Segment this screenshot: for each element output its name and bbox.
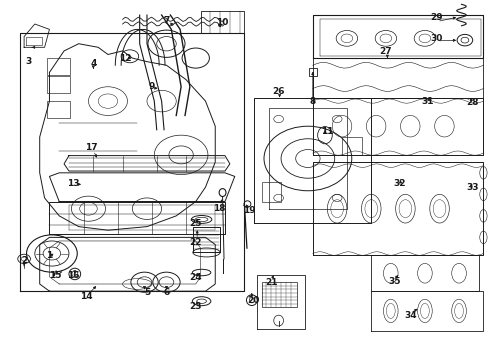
Bar	[261, 182, 281, 202]
Text: 18: 18	[212, 204, 225, 213]
Text: 5: 5	[143, 288, 150, 297]
Bar	[309, 68, 316, 76]
Text: 30: 30	[429, 34, 442, 43]
Text: 12: 12	[119, 54, 131, 63]
Text: 34: 34	[403, 311, 416, 320]
Text: 23: 23	[189, 302, 202, 311]
Bar	[341, 137, 361, 155]
Text: 11: 11	[321, 127, 333, 136]
Text: 7: 7	[163, 16, 169, 25]
Text: 27: 27	[379, 47, 391, 56]
Text: 6: 6	[163, 288, 169, 297]
Text: 14: 14	[80, 292, 92, 301]
Bar	[261, 282, 296, 307]
Text: 26: 26	[272, 86, 285, 95]
Text: 31: 31	[420, 96, 433, 105]
Text: 8: 8	[309, 96, 315, 105]
Text: 25: 25	[189, 219, 202, 228]
Text: 20: 20	[246, 296, 259, 305]
Text: 15: 15	[49, 270, 61, 279]
Text: 21: 21	[265, 278, 278, 287]
Text: 24: 24	[189, 273, 202, 282]
Text: 3: 3	[26, 57, 32, 66]
Text: 9: 9	[148, 82, 155, 91]
Text: 16: 16	[66, 270, 79, 279]
Text: 28: 28	[466, 98, 478, 107]
Text: 32: 32	[392, 179, 405, 188]
Text: 13: 13	[66, 179, 79, 188]
Text: 33: 33	[466, 183, 478, 192]
Text: 10: 10	[216, 18, 228, 27]
Text: 22: 22	[189, 238, 202, 247]
Text: 19: 19	[243, 206, 255, 215]
Text: 2: 2	[21, 256, 27, 265]
Bar	[47, 76, 70, 93]
Bar	[47, 58, 70, 75]
Text: 4: 4	[90, 59, 96, 68]
Text: 17: 17	[84, 143, 97, 152]
Bar	[47, 101, 70, 118]
Text: 1: 1	[46, 251, 53, 260]
Text: 29: 29	[429, 13, 442, 22]
Text: 35: 35	[387, 276, 400, 285]
